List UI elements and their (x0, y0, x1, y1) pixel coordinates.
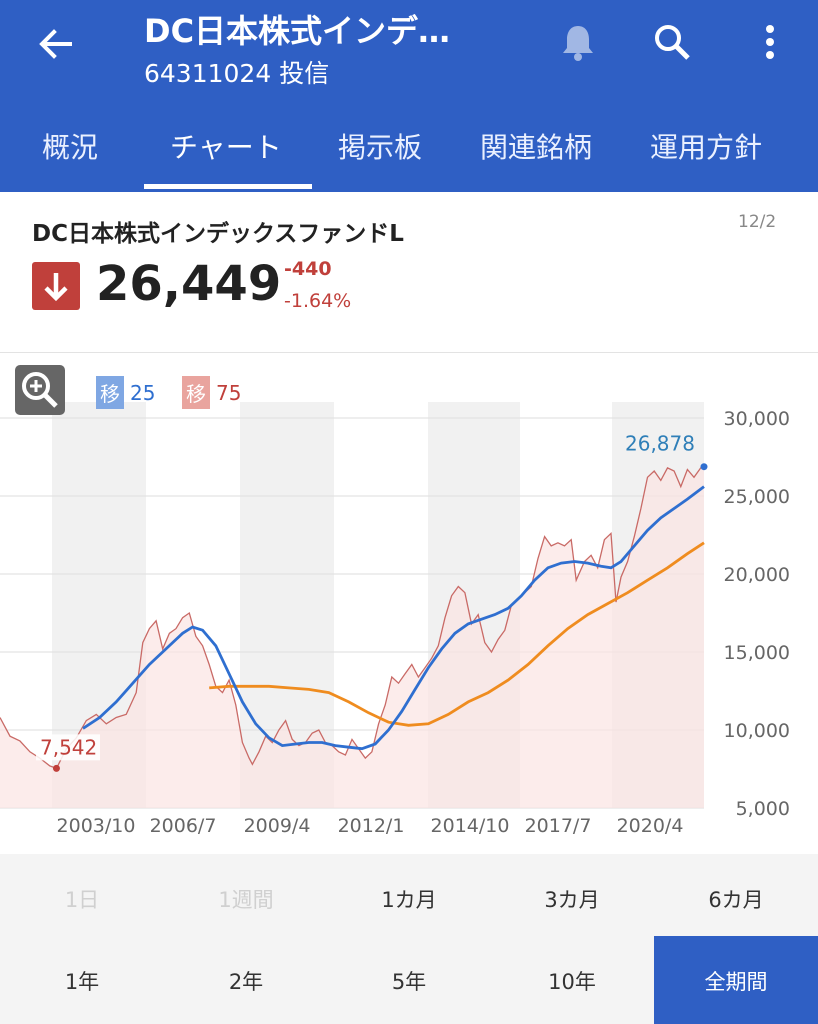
ma25-chip: 移 (96, 376, 124, 409)
low-point-marker (52, 764, 60, 772)
ma75-line (209, 541, 705, 727)
page-subtitle: 64311024 投信 (144, 59, 330, 88)
x-tick-label: 2012/1 (338, 815, 405, 837)
x-tick-label: 2014/10 (431, 815, 510, 837)
tab-bar: 概況 チャート 掲示板 関連銘柄 運用方針 (0, 118, 818, 192)
tab-indicator (144, 184, 312, 189)
y-tick-label: 20,000 (724, 564, 790, 586)
ma75-legend[interactable]: 移 75 (182, 376, 241, 409)
period-1y[interactable]: 1年 (64, 970, 100, 994)
ma25-legend[interactable]: 移 25 (96, 376, 155, 409)
ma75-period: 75 (216, 380, 242, 405)
high-point-marker (700, 463, 708, 471)
price-line (0, 466, 705, 770)
low-label-background (36, 734, 100, 761)
app-bar: DC日本株式インデ… 64311024 投信 概況 チャート 掲示板 関連銘柄 … (0, 0, 818, 192)
period-2y[interactable]: 2年 (228, 970, 264, 994)
tab-policy[interactable]: 運用方針 (650, 131, 763, 164)
low-value-label: 7,542 (40, 735, 97, 759)
period-5y[interactable]: 5年 (391, 970, 427, 994)
current-price: 26,449 (96, 256, 282, 312)
period-all[interactable]: 全期間 (704, 970, 768, 994)
ma25-line (82, 485, 705, 751)
y-axis-ticks: 30,000 25,000 20,000 15,000 10,000 5,000 (724, 408, 790, 820)
price-area (0, 466, 704, 808)
quote-date: 12/2 (738, 212, 777, 232)
zoom-button[interactable] (15, 365, 65, 415)
period-selected-highlight (654, 936, 818, 1024)
x-tick-label: 2006/7 (150, 815, 217, 837)
arrow-down-icon (32, 262, 80, 310)
x-tick-label: 2009/4 (244, 815, 311, 837)
ma25-period: 25 (130, 380, 156, 405)
tab-related[interactable]: 関連銘柄 (480, 131, 593, 164)
more-vert-icon[interactable] (748, 20, 792, 64)
period-1w[interactable]: 1週間 (218, 888, 274, 912)
zoom-in-icon (22, 372, 58, 408)
fund-name: DC日本株式インデックスファンドL (32, 221, 404, 247)
tab-chart[interactable]: チャート (170, 131, 282, 164)
x-tick-label: 2020/4 (617, 815, 684, 837)
price-chart[interactable]: 26,878 7,542 30,000 25,000 20,000 15,000 10,… (0, 352, 818, 852)
y-tick-label: 15,000 (724, 642, 790, 664)
tab-overview[interactable]: 概況 (42, 131, 99, 164)
period-1m[interactable]: 1カ月 (381, 888, 437, 912)
y-tick-label: 25,000 (724, 486, 790, 508)
ma75-chip: 移 (182, 376, 210, 409)
x-tick-label: 2003/10 (57, 815, 136, 837)
price-change-percent: -1.64% (284, 290, 352, 312)
tab-board[interactable]: 掲示板 (338, 131, 423, 164)
x-axis-ticks: 2003/10 2006/7 2009/4 2012/1 2014/10 2017/7 20… (57, 815, 684, 837)
page-title: DC日本株式インデ… (144, 12, 451, 50)
bell-icon[interactable] (556, 20, 600, 64)
price-change: -440 (284, 258, 332, 280)
y-tick-label: 5,000 (736, 798, 790, 820)
divider (0, 352, 818, 353)
period-3m[interactable]: 3カ月 (544, 888, 600, 912)
back-arrow-icon[interactable] (34, 22, 78, 66)
high-value-label: 26,878 (625, 432, 695, 456)
period-selector: 1日 1週間 1カ月 3カ月 6カ月 1年 2年 5年 10年 全期間 (0, 854, 818, 1024)
period-1d[interactable]: 1日 (64, 888, 100, 912)
search-icon[interactable] (650, 20, 694, 64)
x-tick-label: 2017/7 (525, 815, 592, 837)
period-10y[interactable]: 10年 (548, 970, 596, 994)
period-6m[interactable]: 6カ月 (708, 888, 764, 912)
y-tick-label: 10,000 (724, 720, 790, 742)
y-tick-label: 30,000 (724, 408, 790, 430)
